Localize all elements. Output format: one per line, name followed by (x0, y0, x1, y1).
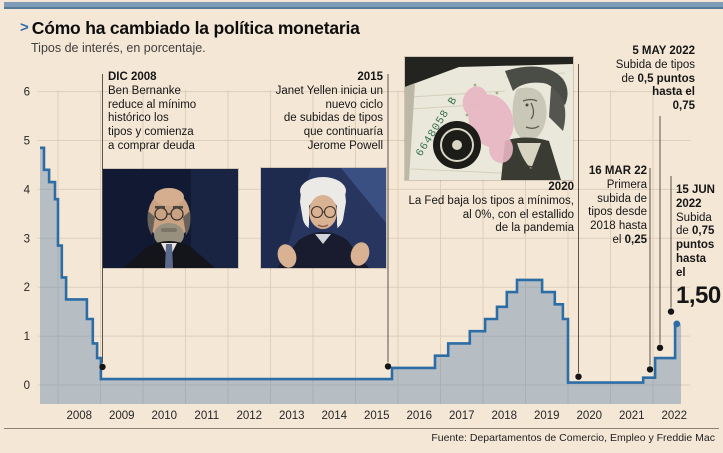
svg-text:2009: 2009 (109, 410, 135, 422)
svg-text:2013: 2013 (279, 410, 305, 422)
svg-text:2: 2 (24, 282, 30, 294)
svg-text:2011: 2011 (194, 410, 219, 422)
yellen-photo (261, 168, 386, 268)
svg-text:2012: 2012 (237, 410, 263, 422)
svg-text:1: 1 (24, 331, 30, 343)
svg-text:2010: 2010 (152, 410, 178, 422)
annotation-15-jun-2022: 15 JUN 2022 Subida de 0,75 puntos hasta … (676, 184, 721, 309)
svg-text:4: 4 (24, 184, 31, 196)
dollar-bill-image: 6648058 B (405, 57, 573, 180)
svg-text:2018: 2018 (492, 410, 518, 422)
svg-text:6: 6 (24, 87, 30, 99)
annotation-date: 15 JUN (676, 184, 715, 196)
svg-text:2014: 2014 (322, 410, 348, 422)
svg-text:2017: 2017 (449, 410, 475, 422)
svg-text:2022: 2022 (662, 410, 688, 422)
top-border-bar (4, 2, 723, 9)
annotation-2020: 2020 La Fed baja los tipos a mínimos, al… (400, 181, 574, 236)
final-rate-value: 1,50 (676, 281, 721, 309)
annotation-date: 16 MAR 22 (588, 165, 647, 177)
svg-text:2015: 2015 (364, 410, 390, 422)
annotation-date: 2020 (548, 181, 574, 193)
svg-text:5: 5 (24, 136, 30, 148)
source-credit: Fuente: Departamentos de Comercio, Emple… (431, 432, 715, 444)
annotation-16-mar-2022: 16 MAR 22 Primera subida de tipos desde … (582, 165, 647, 248)
chart-subtitle: Tipos de interés, en porcentaje. (31, 41, 206, 55)
title-arrow-icon: > (20, 19, 29, 36)
svg-text:2021: 2021 (619, 410, 645, 422)
annotation-5-may-2022: 5 MAY 2022 Subida de tipos de 0,5 puntos… (592, 45, 695, 114)
annotation-date: DIC 2008 (108, 71, 157, 83)
annotation-2015: 2015 Janet Yellen inicia un nuevo ciclo … (255, 71, 383, 154)
svg-text:0: 0 (24, 380, 30, 392)
annotation-date: 5 MAY 2022 (632, 45, 695, 57)
header: > Cómo ha cambiado la política monetaria … (20, 18, 360, 55)
annotation-date: 2015 (357, 71, 383, 83)
page-title: Cómo ha cambiado la política monetaria (31, 18, 360, 38)
footer-rule (4, 428, 719, 429)
svg-text:2008: 2008 (67, 410, 93, 422)
svg-text:3: 3 (24, 233, 30, 245)
annotation-dic-2008: DIC 2008 Ben Bernanke reduce al mínimo h… (108, 71, 233, 154)
bernanke-photo (103, 169, 238, 268)
svg-text:2020: 2020 (577, 410, 603, 422)
svg-text:2019: 2019 (534, 410, 560, 422)
svg-text:2016: 2016 (407, 410, 433, 422)
